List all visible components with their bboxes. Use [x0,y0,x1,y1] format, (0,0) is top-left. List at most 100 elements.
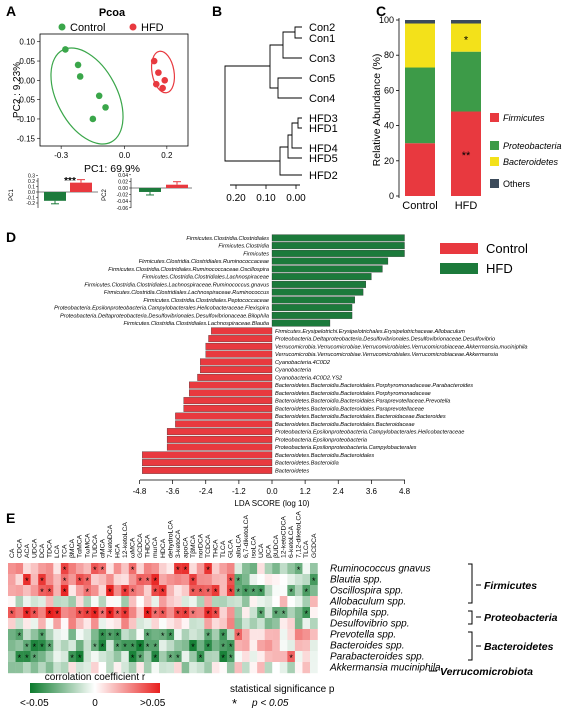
stack-cat-hfd: HFD [455,200,478,212]
heatmap-cell [189,574,197,586]
bracket-proteobacteria [468,610,473,625]
legend-hfd-dot [129,23,137,31]
heatmap-cell [151,629,160,641]
heatmap-cell [287,607,296,619]
heatmap-sig-star: * [161,587,165,597]
legend-firmicutes-swatch [490,113,499,122]
heatmap-cell [113,662,122,674]
legend-others-label: Others [503,179,531,189]
heatmap-cell [211,618,220,630]
heatmap-cell [106,640,114,652]
heatmap-sig-star: * [116,609,120,619]
heatmap-cell [121,640,129,652]
heatmap-cell [166,662,175,674]
pcoa-y-tick-label: -0.10 [17,115,36,124]
heatmap-cell [242,640,250,652]
heatmap-cell [38,607,46,619]
heatmap-cell [242,574,250,586]
heatmap-sig-star: * [116,642,120,652]
heatmap-cell [30,629,39,641]
lda-bar-label: Proteobacteria.Deltaproteobacteria.Desul… [60,313,269,319]
heatmap-cell [8,618,16,630]
legend-bacteroidetes-label: Bacteroidetes [503,157,559,167]
heatmap-legend-zero: 0 [92,698,98,709]
heatmap-sig-star: * [184,609,188,619]
pcoa-point-hfd [161,77,169,84]
heatmap-cell [196,618,205,630]
heatmap-cell [226,596,235,608]
heatmap-cell [226,607,235,619]
heatmap-sig-star: * [153,609,157,619]
heatmap-cell [143,651,152,663]
pc2-label: PC2 [102,189,108,201]
heatmap-cell [8,640,16,652]
lda-bar [189,381,273,389]
heatmap-cell [204,607,213,619]
heatmap-cell [219,574,228,586]
heatmap-sig-star: * [40,576,44,586]
dendro-root [224,65,280,162]
heatmap-col-label: 6,7-diketoLCA [243,514,250,558]
heatmap-cell [287,662,296,674]
lda-bar-label: Firmicutes.Clostridia.Clostridiales.Lach… [142,275,269,281]
lda-tick-label: 4.8 [399,487,411,496]
heatmap-sig-star: * [221,642,225,652]
lda-tick-label: -3.6 [166,487,180,496]
heatmap-cell [128,651,137,663]
heatmap-cell [91,640,99,652]
heatmap-cell [219,607,228,619]
heatmap-cell [45,574,54,586]
heatmap-col-label: GLCA [228,539,235,558]
heatmap-sig-star: * [153,576,157,586]
lda-tick-label: 0.0 [266,487,278,496]
heatmap-sig-star: * [123,609,127,619]
heatmap-cell [242,662,250,674]
heatmap-cell [264,607,273,619]
dendro-label: Con5 [309,73,335,85]
heatmap-cell [302,640,311,652]
heatmap-cell [302,618,311,630]
heatmap-sig-star: * [33,642,37,652]
pcoa-x-label: PC1: 69.9% [84,163,140,175]
significance-title: statistical significance p [230,684,335,695]
dendro-tick-label: 0.10 [256,193,276,204]
heatmap-cell [8,563,16,575]
heatmap-cell [249,662,258,674]
pcoa-point-control [74,61,82,69]
pcoa-y-label: PC2 : 9.23% [12,62,23,118]
lda-tick-label: -4.8 [133,487,147,496]
heatmap-sig-star: * [304,609,308,619]
legend-proteobacteria-label: Proteobacteria [503,141,562,151]
pc1-ticks: 0.30.20.10.0-0.1-0.2 [26,174,38,207]
heatmap-cell [272,651,280,663]
heatmap-cell [204,618,213,630]
pcoa-point-control [62,46,69,53]
heatmap-cell [68,574,77,586]
heatmap-cell [121,629,129,641]
heatmap-sig-star: * [229,587,233,597]
lda-bar-label: Bacteroidetes.Bacteroidia.Bacteroidales.… [275,399,450,405]
pcoa-x-tick-label: 0.0 [119,151,131,160]
heatmap-cell [38,585,46,597]
heatmap-sig-star: * [131,587,135,597]
heatmap-cell [91,563,99,575]
small-bar-tick-label: -0.04 [117,199,129,205]
heatmap-sig-star: * [289,587,293,597]
stack-y-tick-label: 100 [379,15,394,25]
heatmap-cell [98,618,107,630]
heatmap-cell [151,596,160,608]
heatmap-cell [257,651,265,663]
heatmap-col-label: TLCA [303,540,310,558]
heatmap-sig-star: * [93,642,97,652]
heatmap-cell [279,640,288,652]
heatmap-sig-star: * [259,587,263,597]
heatmap-cell [242,563,250,575]
heatmap-cell [166,585,175,597]
lda-bar [271,265,383,273]
heatmap-legend-title: corrolation coefficient r [45,672,146,683]
hfd-ellipse [150,50,176,94]
heatmap-cell [68,607,77,619]
lda-tick-label: 1.2 [300,487,312,496]
lda-bar [200,366,273,374]
legend-firmicutes-label: Firmicutes [503,113,545,123]
